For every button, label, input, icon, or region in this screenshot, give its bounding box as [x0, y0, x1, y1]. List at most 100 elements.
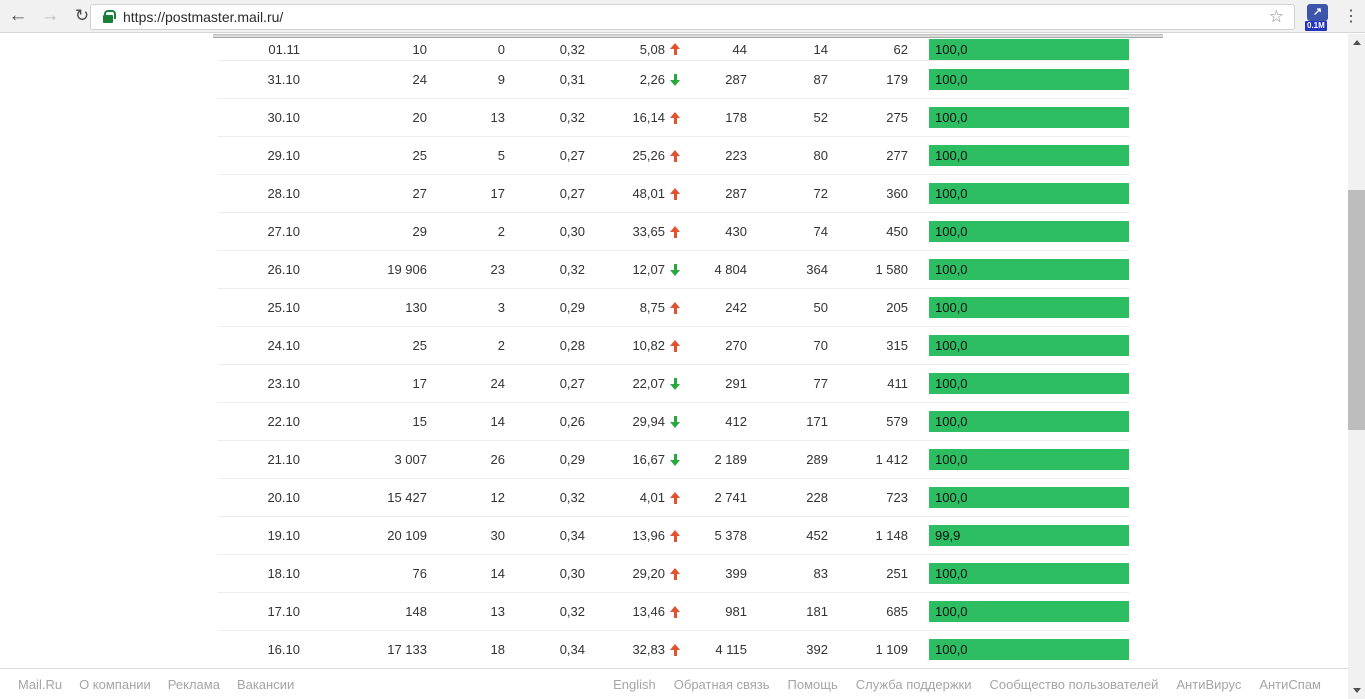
table-row[interactable]: 24.10 25 2 0,28 10,82 270 70 315 100,0 [218, 327, 1129, 365]
cell-v2: 23 [490, 262, 505, 277]
cell-v2: 18 [490, 642, 505, 657]
bookmark-star-icon[interactable]: ☆ [1268, 7, 1284, 26]
rating-bar: 100,0 [929, 221, 1129, 242]
cell-v2: 2 [497, 338, 505, 353]
cell-rating: 100,0 [929, 487, 1129, 508]
percent-value: 32,83 [632, 642, 665, 657]
refresh-icon[interactable]: ↻ [74, 6, 90, 25]
table-row[interactable]: 21.10 3 007 26 0,29 16,67 2 189 289 1 41… [218, 441, 1129, 479]
table-row[interactable]: 22.10 15 14 0,26 29,94 412 171 579 100,0 [218, 403, 1129, 441]
chrome-menu-icon[interactable]: ⋮ [1343, 8, 1359, 25]
cell-date: 22.10 [267, 414, 300, 429]
rating-bar: 99,9 [929, 525, 1129, 546]
cell-v3: 0,32 [559, 110, 585, 125]
rating-bar-label: 100,0 [935, 338, 968, 353]
footer-link[interactable]: English [613, 676, 656, 692]
cell-date: 19.10 [267, 528, 300, 543]
cell-date: 24.10 [267, 338, 300, 353]
url-text[interactable]: https://postmaster.mail.ru/ [123, 9, 284, 25]
cell-percent: 12,07 [585, 262, 680, 277]
back-icon[interactable]: ← [8, 5, 28, 26]
cell-v3: 0,34 [559, 528, 585, 543]
cell-date: 29.10 [267, 148, 300, 163]
scrollbar-down-icon[interactable] [1348, 682, 1365, 699]
footer-link[interactable]: Реклама [167, 676, 220, 692]
table-row[interactable]: 25.10 130 3 0,29 8,75 242 50 205 100,0 [218, 289, 1129, 327]
footer-link[interactable]: АнтиВирус [1176, 676, 1242, 692]
cell-v3: 0,29 [559, 452, 585, 467]
table-row[interactable]: 28.10 27 17 0,27 48,01 287 72 360 100,0 [218, 175, 1129, 213]
table-row[interactable]: 16.10 17 133 18 0,34 32,83 4 115 392 1 1… [218, 631, 1129, 668]
cell-v2: 5 [497, 148, 505, 163]
table-row[interactable]: 17.10 148 13 0,32 13,46 981 181 685 100,… [218, 593, 1129, 631]
footer-link[interactable]: Вакансии [236, 676, 295, 692]
table-row[interactable]: 31.10 24 9 0,31 2,26 287 87 179 100,0 [218, 61, 1129, 99]
rating-bar: 100,0 [929, 259, 1129, 280]
table-header-partial [213, 34, 1163, 38]
table-row[interactable]: 18.10 76 14 0,30 29,20 399 83 251 100,0 [218, 555, 1129, 593]
footer-link[interactable]: О компании [79, 676, 151, 692]
cell-date: 21.10 [267, 452, 300, 467]
footer-link[interactable]: Помощь [787, 676, 838, 692]
scrollbar-thumb[interactable] [1348, 190, 1365, 430]
footer-link[interactable]: Обратная связь [673, 676, 770, 692]
cell-v1: 3 007 [394, 452, 427, 467]
table-row[interactable]: 23.10 17 24 0,27 22,07 291 77 411 100,0 [218, 365, 1129, 403]
cell-v4: 399 [725, 566, 747, 581]
cell-rating: 100,0 [929, 183, 1129, 204]
cell-rating: 99,9 [929, 525, 1129, 546]
footer-link[interactable]: Служба поддержки [855, 676, 972, 692]
cell-v5: 364 [806, 262, 828, 277]
scrollbar-up-icon[interactable] [1348, 34, 1365, 51]
trend-icon [670, 187, 680, 200]
cell-percent: 33,65 [585, 224, 680, 239]
cell-v3: 0,27 [559, 376, 585, 391]
address-bar[interactable]: https://postmaster.mail.ru/ ☆ [90, 4, 1295, 30]
rating-bar-label: 100,0 [935, 566, 968, 581]
cell-v3: 0,31 [559, 72, 585, 87]
cell-date: 26.10 [267, 262, 300, 277]
table-row[interactable]: 19.10 20 109 30 0,34 13,96 5 378 452 1 1… [218, 517, 1129, 555]
trend-icon [670, 605, 680, 618]
cell-v2: 14 [490, 414, 505, 429]
cell-v4: 430 [725, 224, 747, 239]
cell-date: 30.10 [267, 110, 300, 125]
extension-badge: 0.1M [1305, 21, 1327, 31]
cell-v4: 2 189 [714, 452, 747, 467]
cell-date: 28.10 [267, 186, 300, 201]
vertical-scrollbar[interactable] [1348, 34, 1365, 699]
cell-v5: 74 [813, 224, 828, 239]
cell-rating: 100,0 [929, 107, 1129, 128]
table-row[interactable]: 01.11 10 0 0,32 5,08 44 14 62 100,0 [218, 38, 1129, 61]
cell-v6: 1 109 [875, 642, 908, 657]
cell-v4: 4 804 [714, 262, 747, 277]
cell-v5: 181 [806, 604, 828, 619]
cell-v2: 30 [490, 528, 505, 543]
rating-bar-label: 100,0 [935, 452, 968, 467]
table-row[interactable]: 26.10 19 906 23 0,32 12,07 4 804 364 1 5… [218, 251, 1129, 289]
table-row[interactable]: 27.10 29 2 0,30 33,65 430 74 450 100,0 [218, 213, 1129, 251]
cell-v2: 9 [497, 72, 505, 87]
cell-v1: 24 [412, 72, 427, 87]
cell-rating: 100,0 [929, 639, 1129, 660]
rating-bar-label: 100,0 [935, 262, 968, 277]
cell-v1: 76 [412, 566, 427, 581]
trend-icon [670, 339, 680, 352]
percent-value: 33,65 [632, 224, 665, 239]
extension-button[interactable]: ↗ 0.1M [1305, 4, 1330, 31]
footer-link[interactable]: АнтиСпам [1259, 676, 1321, 692]
cell-percent: 10,82 [585, 338, 680, 353]
cell-v3: 0,32 [559, 262, 585, 277]
footer-link[interactable]: Mail.Ru [18, 676, 63, 692]
cell-v5: 171 [806, 414, 828, 429]
cell-v5: 392 [806, 642, 828, 657]
table-row[interactable]: 29.10 25 5 0,27 25,26 223 80 277 100,0 [218, 137, 1129, 175]
table-row[interactable]: 30.10 20 13 0,32 16,14 178 52 275 100,0 [218, 99, 1129, 137]
trend-icon [670, 263, 680, 276]
percent-value: 22,07 [632, 376, 665, 391]
table-body: 01.11 10 0 0,32 5,08 44 14 62 100,0 31.1… [218, 38, 1129, 668]
table-row[interactable]: 20.10 15 427 12 0,32 4,01 2 741 228 723 … [218, 479, 1129, 517]
cell-date: 23.10 [267, 376, 300, 391]
footer-link[interactable]: Сообщество пользователей [989, 676, 1159, 692]
cell-v6: 723 [886, 490, 908, 505]
